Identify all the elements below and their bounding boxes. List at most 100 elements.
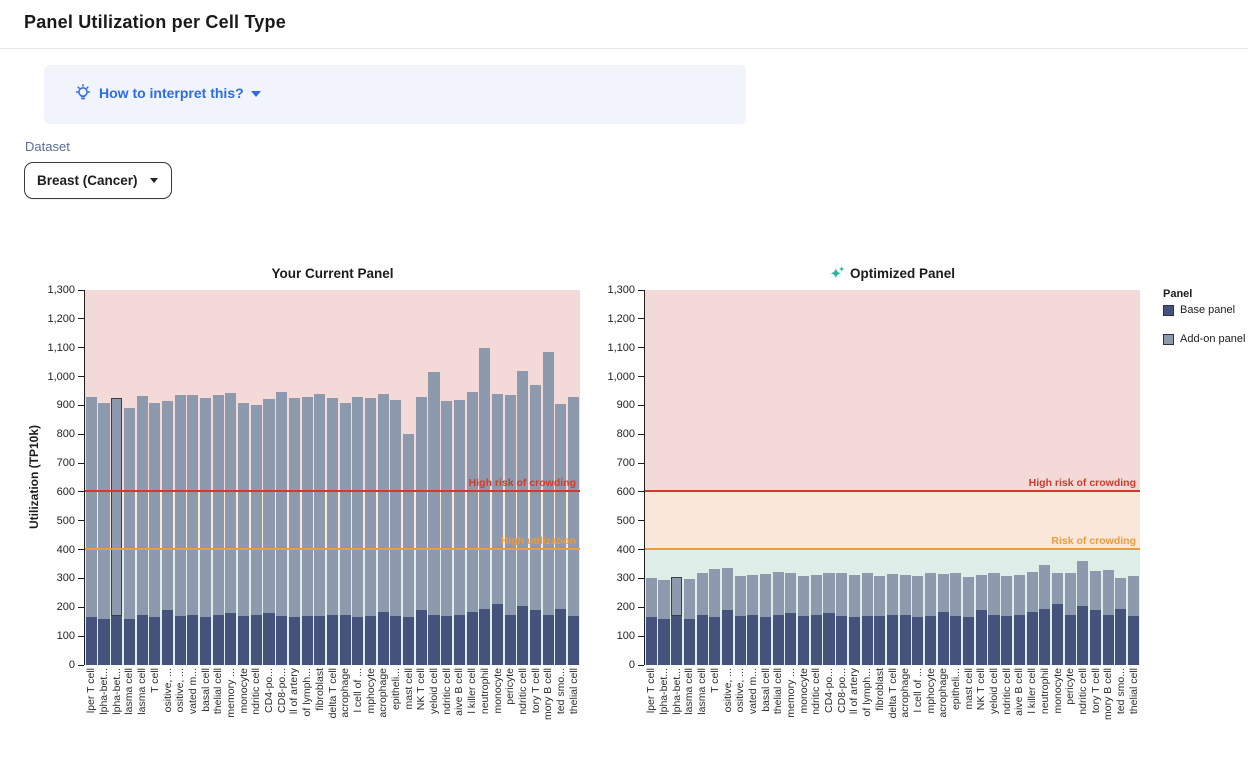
bar-segment-base[interactable]	[568, 615, 580, 665]
bar-segment-base[interactable]	[836, 615, 848, 665]
bar-segment-base[interactable]	[1064, 614, 1076, 665]
bar-segment-addon[interactable]	[123, 408, 135, 619]
bar-segment-base[interactable]	[555, 608, 567, 665]
bar-segment-addon[interactable]	[1077, 561, 1089, 606]
bar-segment-addon[interactable]	[301, 397, 313, 616]
bar-segment-addon[interactable]	[1090, 571, 1102, 611]
bar-segment-base[interactable]	[683, 618, 695, 665]
bar-segment-addon[interactable]	[886, 574, 899, 616]
bar-segment-base[interactable]	[339, 614, 351, 665]
bar-segment-addon[interactable]	[568, 396, 580, 616]
bar-segment-base[interactable]	[403, 617, 415, 665]
bar-segment-addon[interactable]	[1128, 576, 1140, 616]
bar-segment-addon[interactable]	[314, 394, 326, 616]
bar-segment-base[interactable]	[542, 614, 554, 665]
bar-segment-base[interactable]	[136, 615, 148, 665]
bar-segment-base[interactable]	[645, 617, 657, 665]
bar-segment-base[interactable]	[823, 613, 835, 665]
bar-segment-addon[interactable]	[403, 434, 415, 618]
bar-segment-base[interactable]	[365, 615, 377, 665]
bar-segment-base[interactable]	[696, 615, 708, 665]
bar-segment-addon[interactable]	[352, 397, 364, 617]
bar-segment-base[interactable]	[988, 614, 1000, 665]
bar-segment-addon[interactable]	[212, 394, 224, 616]
bar-segment-addon[interactable]	[963, 577, 975, 618]
bar-segment-addon[interactable]	[200, 398, 212, 618]
bar-segment-base[interactable]	[1115, 608, 1127, 665]
bar-segment-base[interactable]	[721, 610, 734, 665]
bar-segment-base[interactable]	[301, 615, 313, 665]
bar-segment-base[interactable]	[225, 613, 237, 665]
bar-segment-base[interactable]	[1039, 608, 1051, 665]
bar-segment-addon[interactable]	[734, 575, 746, 616]
bar-segment-addon[interactable]	[161, 401, 174, 611]
bar-segment-addon[interactable]	[1039, 565, 1051, 609]
bar-segment-addon[interactable]	[899, 575, 911, 615]
bar-segment-base[interactable]	[466, 611, 478, 665]
bar-segment-addon[interactable]	[1026, 572, 1038, 612]
bar-segment-addon[interactable]	[1115, 577, 1127, 609]
bar-segment-base[interactable]	[709, 617, 721, 665]
bar-segment-addon[interactable]	[555, 403, 567, 609]
bar-segment-addon[interactable]	[187, 395, 199, 615]
bar-segment-addon[interactable]	[1013, 575, 1025, 615]
bar-segment-base[interactable]	[428, 614, 440, 665]
bar-segment-base[interactable]	[658, 618, 670, 665]
bar-segment-base[interactable]	[1026, 611, 1038, 665]
bar-segment-addon[interactable]	[136, 396, 148, 616]
bar-segment-addon[interactable]	[365, 398, 377, 616]
bar-segment-addon[interactable]	[721, 567, 734, 611]
bar-segment-addon[interactable]	[111, 398, 123, 616]
bar-segment-base[interactable]	[734, 615, 746, 665]
bar-segment-addon[interactable]	[225, 392, 237, 614]
bar-segment-addon[interactable]	[326, 397, 339, 616]
bar-segment-base[interactable]	[98, 618, 110, 665]
dataset-select[interactable]: Breast (Cancer)	[24, 162, 172, 199]
bar-segment-base[interactable]	[161, 610, 174, 665]
bar-segment-addon[interactable]	[1102, 569, 1114, 615]
interpret-toggle[interactable]: How to interpret this?	[74, 84, 261, 102]
bar-segment-base[interactable]	[899, 614, 911, 665]
bar-segment-base[interactable]	[200, 617, 212, 665]
bar-segment-base[interactable]	[1128, 615, 1140, 665]
bar-segment-addon[interactable]	[1001, 576, 1013, 616]
bar-segment-base[interactable]	[238, 615, 250, 665]
bar-segment-base[interactable]	[149, 617, 161, 665]
bar-segment-addon[interactable]	[683, 579, 695, 619]
bar-segment-addon[interactable]	[428, 372, 440, 615]
bar-segment-base[interactable]	[111, 615, 123, 665]
bar-segment-addon[interactable]	[671, 577, 683, 616]
bar-segment-addon[interactable]	[823, 573, 835, 614]
bar-segment-addon[interactable]	[98, 402, 110, 619]
bar-segment-addon[interactable]	[263, 399, 275, 614]
bar-segment-addon[interactable]	[1064, 572, 1076, 615]
bar-segment-addon[interactable]	[542, 352, 554, 615]
bar-segment-addon[interactable]	[760, 574, 772, 618]
bar-segment-addon[interactable]	[975, 575, 987, 611]
bar-segment-base[interactable]	[975, 610, 987, 665]
bar-segment-addon[interactable]	[288, 398, 300, 618]
bar-segment-base[interactable]	[491, 604, 504, 665]
bar-segment-base[interactable]	[123, 618, 135, 665]
bar-segment-base[interactable]	[810, 614, 822, 665]
bar-segment-base[interactable]	[1001, 615, 1013, 665]
bar-segment-base[interactable]	[517, 605, 529, 665]
bar-segment-base[interactable]	[963, 617, 975, 665]
bar-segment-base[interactable]	[250, 614, 262, 665]
bar-segment-addon[interactable]	[530, 385, 542, 611]
bar-segment-addon[interactable]	[810, 575, 822, 615]
bar-segment-addon[interactable]	[1051, 573, 1064, 605]
bar-segment-addon[interactable]	[466, 392, 478, 612]
bar-segment-addon[interactable]	[238, 403, 250, 616]
bar-segment-addon[interactable]	[696, 573, 708, 616]
bar-segment-base[interactable]	[1102, 614, 1114, 665]
bar-segment-addon[interactable]	[85, 396, 97, 618]
bar-segment-addon[interactable]	[658, 579, 670, 619]
bar-segment-addon[interactable]	[504, 395, 516, 615]
bar-segment-addon[interactable]	[441, 401, 453, 616]
bar-segment-base[interactable]	[390, 615, 402, 665]
bar-segment-base[interactable]	[504, 614, 516, 665]
bar-segment-base[interactable]	[174, 615, 186, 665]
bar-segment-addon[interactable]	[479, 347, 491, 609]
bar-segment-base[interactable]	[848, 617, 860, 665]
